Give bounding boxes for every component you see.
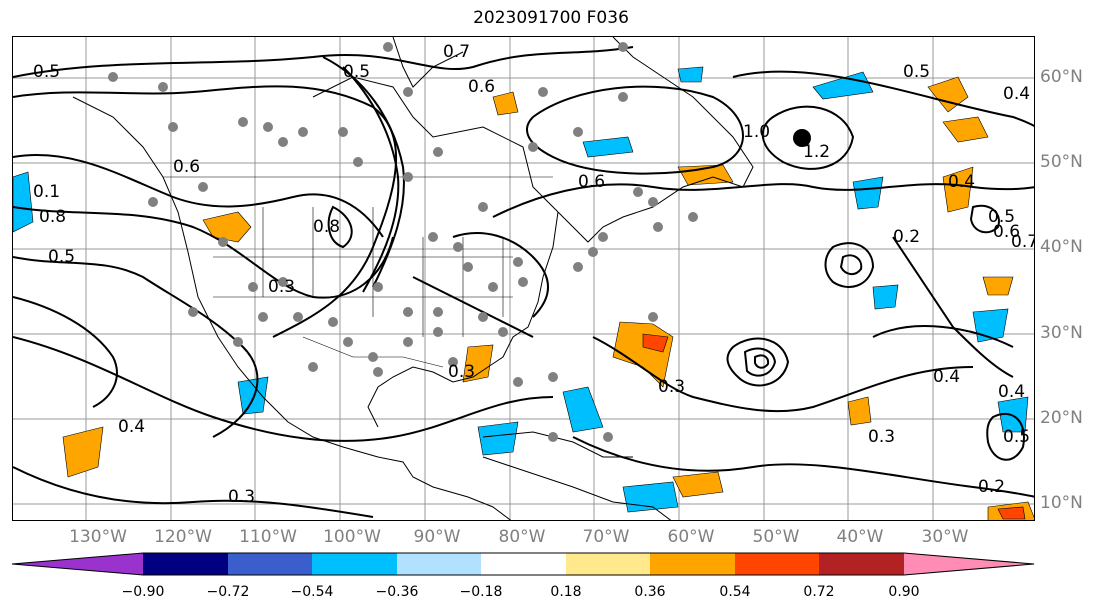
colorbar-tick-label: 0.18 xyxy=(550,584,582,600)
colorbar-outline xyxy=(11,552,1035,576)
colorbar-tick-label: −0.54 xyxy=(290,584,334,600)
longitude-label: 110°W xyxy=(239,527,297,547)
colorbar-segment xyxy=(228,553,312,575)
longitude-label: 60°W xyxy=(667,527,715,547)
contour-label: 0.3 xyxy=(658,377,685,397)
contour-label: 0.5 xyxy=(903,62,930,82)
longitude-label: 30°W xyxy=(921,527,969,547)
contour-label: 0.4 xyxy=(933,367,960,387)
contour-label: 0.4 xyxy=(998,382,1025,402)
contour-label: 0.4 xyxy=(948,172,975,192)
colorbar xyxy=(11,552,1035,576)
colorbar-segment xyxy=(650,553,735,575)
contour-label: 0.4 xyxy=(1003,84,1030,104)
latitude-label: 30°N xyxy=(1040,323,1083,343)
contour-label: 0.4 xyxy=(118,417,145,437)
colorbar-tick-label: 0.90 xyxy=(888,584,920,600)
longitude-label: 100°W xyxy=(323,527,381,547)
contour-label: 0.2 xyxy=(978,477,1005,497)
contour-label: 0.8 xyxy=(39,207,66,227)
contour-label: 0.1 xyxy=(33,182,60,202)
latitude-label: 60°N xyxy=(1040,67,1083,87)
map-canvas: 0.5 0.6 0.7 0.5 0.6 0.8 1.0 1.2 0.5 0.4 … xyxy=(13,37,1035,520)
longitude-label: 90°W xyxy=(413,527,461,547)
contour-label: 0.5 xyxy=(343,62,370,82)
contour-label: 0.3 xyxy=(228,487,255,507)
contour-label: 0.7 xyxy=(1011,232,1035,252)
contour-label: 0.5 xyxy=(33,62,60,82)
contour-label: 0.5 xyxy=(48,247,75,267)
colorbar-tick-label: −0.18 xyxy=(459,584,503,600)
colorbar-segment xyxy=(481,553,566,575)
coastlines xyxy=(72,37,754,520)
colorbar-tick-label: −0.72 xyxy=(206,584,250,600)
colorbar-extend-high xyxy=(904,553,1034,575)
contour-label: 0.6 xyxy=(993,222,1020,242)
colorbar-tick-label: −0.90 xyxy=(121,584,165,600)
contour-label: 0.7 xyxy=(443,42,470,62)
colorbar-segment xyxy=(312,553,397,575)
contour-label: 0.3 xyxy=(448,362,475,382)
longitude-label: 70°W xyxy=(582,527,630,547)
latitude-label: 20°N xyxy=(1040,408,1083,428)
longitude-label: 40°W xyxy=(836,527,884,547)
contour-label: 0.2 xyxy=(893,227,920,247)
colorbar-segment xyxy=(397,553,481,575)
contour-label: 0.8 xyxy=(313,217,340,237)
colorbar-tick-label: 0.54 xyxy=(719,584,751,600)
colorbar-tick-label: 0.36 xyxy=(634,584,666,600)
longitude-label: 130°W xyxy=(69,527,127,547)
contour-lines xyxy=(13,46,1034,518)
longitude-label: 120°W xyxy=(154,527,212,547)
contour-label: 0.6 xyxy=(578,172,605,192)
map-panel: 0.5 0.6 0.7 0.5 0.6 0.8 1.0 1.2 0.5 0.4 … xyxy=(12,36,1035,521)
colorbar-segment xyxy=(819,553,904,575)
contour-label: 0.3 xyxy=(868,427,895,447)
colorbar-segment xyxy=(735,553,819,575)
latitude-label: 40°N xyxy=(1040,237,1083,257)
contour-label: 0.6 xyxy=(468,77,495,97)
contour-label: 0.6 xyxy=(173,157,200,177)
contour-label: 1.0 xyxy=(743,122,770,142)
shaded-fields xyxy=(13,66,1034,520)
longitude-label: 80°W xyxy=(498,527,546,547)
colorbar-segment xyxy=(566,553,650,575)
contour-label: 0.3 xyxy=(268,277,295,297)
contour-label-group: 0.5 0.6 0.7 0.5 0.6 0.8 1.0 1.2 0.5 0.4 … xyxy=(33,42,1035,507)
colorbar-extend-low xyxy=(12,553,143,575)
station-marker-large xyxy=(793,129,811,147)
latitude-label: 10°N xyxy=(1040,493,1083,513)
longitude-label: 50°W xyxy=(752,527,800,547)
map-title: 2023091700 F036 xyxy=(473,8,629,28)
contour-label: 0.5 xyxy=(1003,427,1030,447)
contour-label: 0.5 xyxy=(988,207,1015,227)
station-dots xyxy=(108,42,698,442)
colorbar-segment xyxy=(143,553,228,575)
colorbar-tick-label: 0.72 xyxy=(803,584,835,600)
latitude-label: 50°N xyxy=(1040,152,1083,172)
colorbar-tick-label: −0.36 xyxy=(375,584,419,600)
contour-label: 1.2 xyxy=(803,142,830,162)
